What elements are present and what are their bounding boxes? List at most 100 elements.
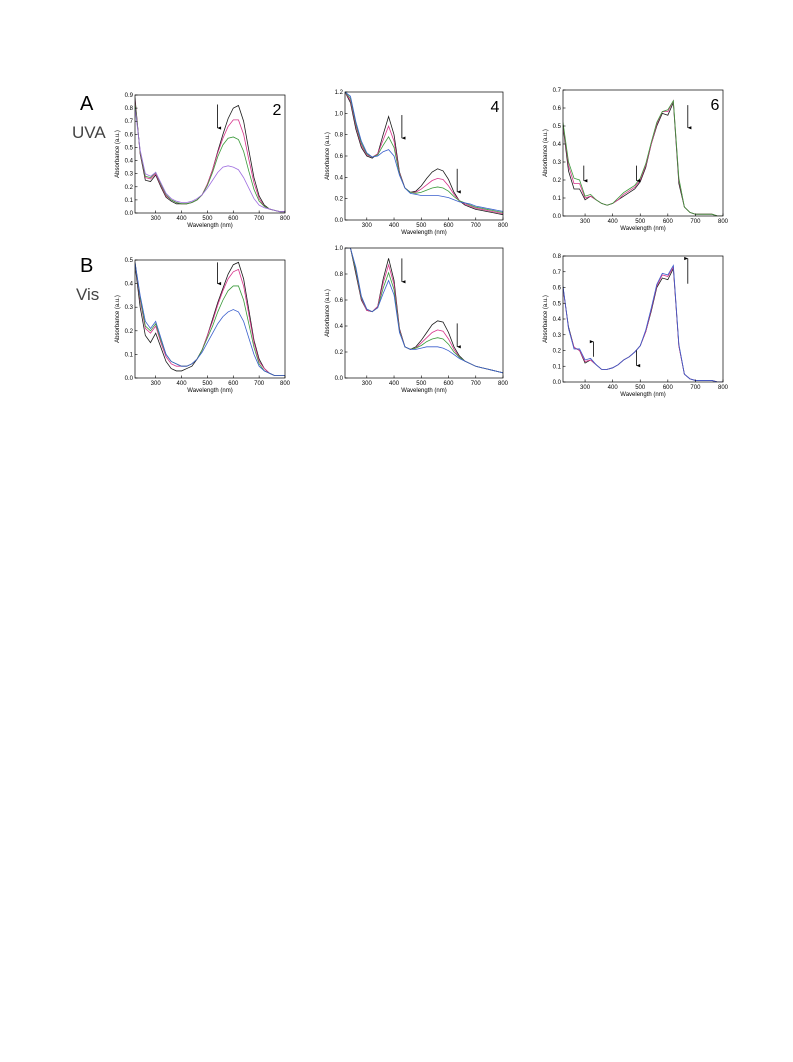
- x-tick-label: 500: [635, 219, 646, 225]
- y-tick-label: 0.1: [125, 198, 134, 204]
- plot-frame: [562, 255, 724, 383]
- x-tick-label: 500: [416, 223, 427, 229]
- y-tick-label: 1.2: [335, 90, 344, 96]
- y-tick-label: 0.6: [335, 154, 344, 160]
- y-tick-label: 0.0: [335, 218, 344, 224]
- spectrum-line: [135, 97, 285, 213]
- y-axis-label: Absorbance (a.u.): [543, 295, 549, 343]
- y-tick-label: 0.2: [553, 349, 562, 355]
- x-tick-label: 400: [389, 381, 400, 387]
- y-tick-label: 0.5: [125, 145, 134, 151]
- y-tick-label: 0.0: [553, 214, 562, 220]
- x-tick-label: 400: [608, 385, 619, 391]
- y-tick-label: 0.6: [335, 298, 344, 304]
- y-tick-label: 1.0: [335, 111, 344, 117]
- y-tick-label: 0.8: [125, 106, 134, 112]
- plot-area: [345, 248, 503, 374]
- x-tick-label: 700: [254, 216, 265, 222]
- y-tick-label: 0.8: [335, 272, 344, 278]
- x-tick-label: 300: [151, 381, 162, 387]
- spectrum-line: [135, 108, 285, 213]
- x-tick-label: 500: [416, 381, 427, 387]
- x-tick-label: 400: [389, 223, 400, 229]
- y-tick-label: 0.3: [553, 160, 562, 166]
- x-axis-label: Wavelength (nm): [620, 392, 665, 398]
- x-tick-label: 800: [280, 381, 291, 387]
- y-tick-label: 0.0: [335, 376, 344, 382]
- y-tick-label: 0.5: [553, 301, 562, 307]
- x-tick-label: 400: [177, 216, 188, 222]
- x-axis-label: Wavelength (nm): [187, 223, 232, 229]
- spectrum-line: [563, 99, 723, 216]
- x-tick-label: 800: [718, 385, 729, 391]
- y-tick-label: 0.3: [125, 172, 134, 178]
- panel-letter: A: [80, 93, 94, 115]
- plot-area: [563, 99, 723, 216]
- x-tick-label: 600: [444, 381, 455, 387]
- x-axis-label: Wavelength (nm): [620, 226, 665, 232]
- x-tick-label: 800: [280, 216, 291, 222]
- y-tick-label: 0.8: [335, 133, 344, 139]
- y-tick-label: 0.6: [125, 132, 134, 138]
- y-tick-label: 0.3: [125, 305, 134, 311]
- y-tick-label: 0.2: [335, 197, 344, 203]
- x-tick-label: 700: [471, 223, 482, 229]
- x-tick-label: 800: [498, 223, 509, 229]
- x-tick-label: 800: [718, 219, 729, 225]
- y-tick-label: 0.6: [553, 106, 562, 112]
- plot-frame: [344, 247, 504, 379]
- y-tick-label: 0.7: [125, 119, 134, 125]
- x-tick-label: 600: [228, 216, 239, 222]
- y-tick-label: 0.4: [335, 175, 344, 181]
- spectrum-line: [563, 265, 723, 382]
- x-tick-label: 300: [362, 381, 373, 387]
- spectrum-line: [563, 102, 723, 216]
- y-axis-label: Absorbance (a.u.): [543, 129, 549, 177]
- y-tick-label: 0.9: [125, 93, 134, 99]
- x-tick-label: 300: [580, 385, 591, 391]
- panel-condition: Vis: [76, 285, 99, 304]
- x-tick-label: 600: [228, 381, 239, 387]
- x-tick-label: 700: [471, 381, 482, 387]
- x-tick-label: 800: [498, 381, 509, 387]
- y-tick-label: 1.0: [335, 246, 344, 252]
- x-tick-label: 600: [663, 385, 674, 391]
- y-tick-label: 0.7: [553, 88, 562, 94]
- y-tick-label: 0.2: [335, 350, 344, 356]
- y-tick-label: 0.2: [125, 329, 134, 335]
- spectrum-line: [345, 92, 503, 213]
- y-axis-label: Absorbance (a.u.): [325, 289, 331, 337]
- y-tick-label: 0.4: [125, 282, 134, 288]
- y-tick-label: 0.3: [553, 333, 562, 339]
- spectrum-line: [563, 267, 723, 382]
- x-tick-label: 300: [151, 216, 162, 222]
- spectrum-line: [135, 262, 285, 377]
- y-axis-label: Absorbance (a.u.): [115, 130, 121, 178]
- x-axis-label: Wavelength (nm): [187, 388, 232, 394]
- y-axis-label: Absorbance (a.u.): [115, 295, 121, 343]
- chart-number: 2: [273, 102, 282, 119]
- spectrum-line: [563, 264, 723, 382]
- plot-area: [563, 264, 723, 382]
- x-tick-label: 700: [254, 381, 265, 387]
- y-tick-label: 0.4: [335, 324, 344, 330]
- x-tick-label: 600: [663, 219, 674, 225]
- x-axis-label: Wavelength (nm): [401, 230, 446, 236]
- y-axis-label: Absorbance (a.u.): [325, 132, 331, 180]
- y-tick-label: 0.6: [553, 286, 562, 292]
- plot-area: [345, 92, 503, 216]
- spectrum-line: [135, 261, 285, 377]
- y-tick-label: 0.5: [553, 124, 562, 130]
- x-tick-label: 500: [202, 381, 213, 387]
- x-axis-label: Wavelength (nm): [401, 388, 446, 394]
- y-tick-label: 0.1: [553, 196, 562, 202]
- panel-letter: B: [80, 255, 93, 277]
- x-tick-label: 500: [635, 385, 646, 391]
- spectrum-line: [345, 248, 503, 374]
- x-tick-label: 300: [362, 223, 373, 229]
- y-tick-label: 0.0: [125, 376, 134, 382]
- y-tick-label: 0.4: [553, 142, 562, 148]
- chart-number: 4: [491, 99, 500, 116]
- y-tick-label: 0.0: [553, 380, 562, 386]
